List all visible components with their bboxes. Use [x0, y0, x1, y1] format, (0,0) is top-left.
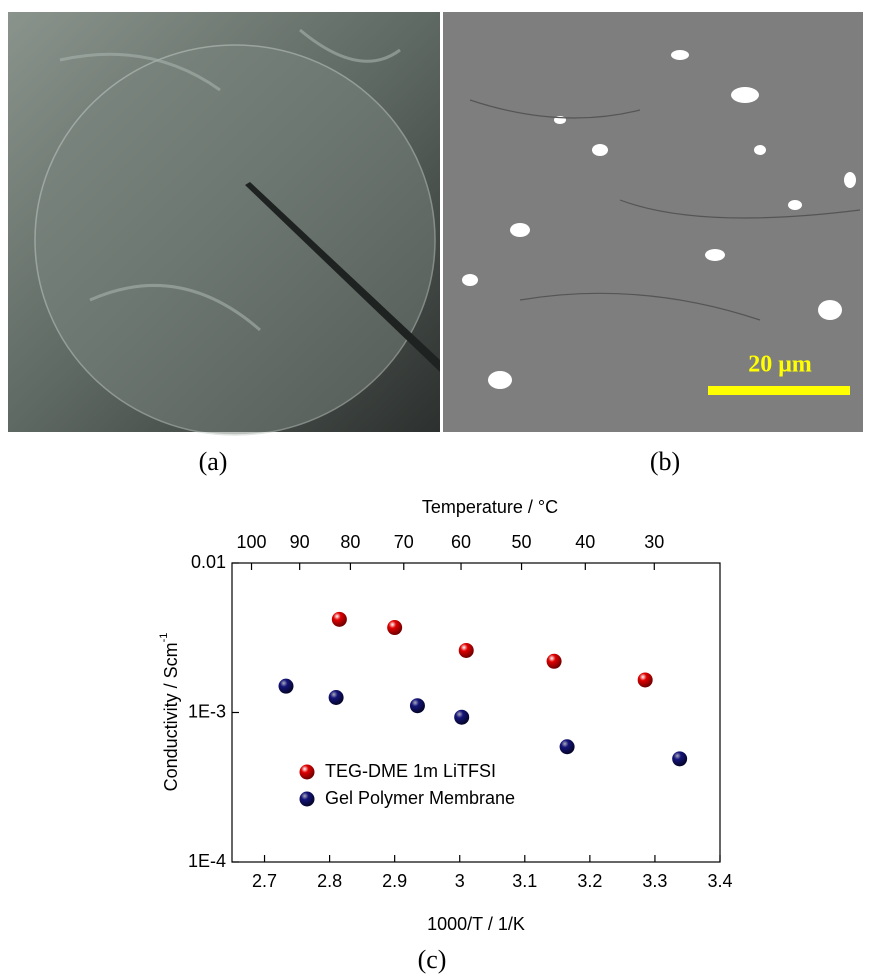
- x2-axis-title: Temperature / °C: [422, 497, 558, 517]
- legend-marker: [299, 764, 315, 780]
- y-axis-title: Conductivity / Scm-1: [158, 633, 181, 792]
- point: [409, 698, 425, 714]
- x2-tick-label: 100: [236, 532, 266, 552]
- x2-tick-label: 30: [644, 532, 664, 552]
- point: [331, 611, 347, 627]
- x-axis-title: 1000/T / 1/K: [427, 914, 525, 934]
- panel-label: (c): [418, 945, 447, 974]
- x-tick-label: 3.4: [707, 871, 732, 891]
- x2-tick-label: 60: [451, 532, 471, 552]
- point: [559, 739, 575, 755]
- y-tick-label: 0.01: [191, 552, 226, 572]
- point: [454, 709, 470, 725]
- legend-label: TEG-DME 1m LiTFSI: [325, 761, 496, 781]
- point: [672, 751, 688, 767]
- point: [328, 689, 344, 705]
- x-tick-label: 3: [455, 871, 465, 891]
- photo-a: [8, 12, 440, 436]
- x-tick-label: 3.2: [577, 871, 602, 891]
- y-tick-label: 1E-3: [188, 701, 226, 721]
- photo-b: 20 μm: [443, 12, 863, 432]
- x-tick-label: 2.7: [252, 871, 277, 891]
- x-tick-label: 2.9: [382, 871, 407, 891]
- x2-tick-label: 40: [575, 532, 595, 552]
- x-tick-label: 2.8: [317, 871, 342, 891]
- x-tick-label: 3.3: [642, 871, 667, 891]
- point: [546, 653, 562, 669]
- x-tick-label: 3.1: [512, 871, 537, 891]
- panel-label: (a): [199, 447, 228, 476]
- legend-marker: [299, 791, 315, 807]
- x2-tick-label: 90: [290, 532, 310, 552]
- point: [387, 620, 403, 636]
- point: [458, 642, 474, 658]
- x2-tick-label: 80: [340, 532, 360, 552]
- y-axis-title-text: Conductivity / Scm: [161, 642, 181, 791]
- point: [278, 678, 294, 694]
- legend-label: Gel Polymer Membrane: [325, 788, 515, 808]
- x2-tick-label: 70: [394, 532, 414, 552]
- plot-frame: [231, 562, 721, 863]
- y-tick-label: 1E-4: [188, 851, 226, 871]
- scale-bar-label: 20 μm: [748, 352, 812, 378]
- x2-tick-label: 50: [512, 532, 532, 552]
- y-axis-title-sup: -1: [158, 633, 170, 643]
- panel-label: (b): [650, 447, 680, 476]
- point: [637, 672, 653, 688]
